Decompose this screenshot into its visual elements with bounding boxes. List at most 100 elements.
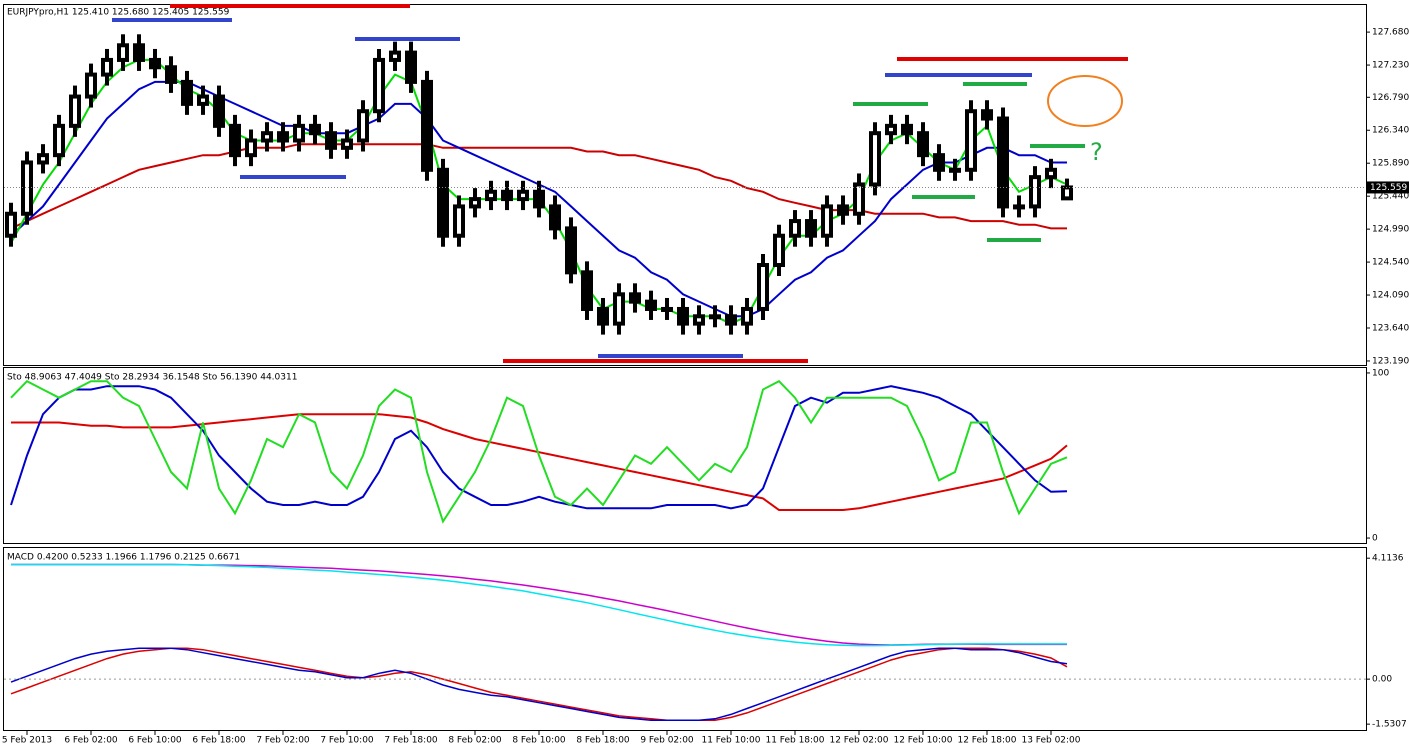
candle-body bbox=[469, 197, 481, 209]
y-tick-label: -1.5307 bbox=[1372, 720, 1407, 730]
candle-body bbox=[517, 189, 529, 202]
candle-body bbox=[645, 299, 657, 311]
x-tick-label: 8 Feb 10:00 bbox=[512, 736, 566, 746]
candle-body bbox=[21, 160, 33, 216]
y-tick-label: 125.440 bbox=[1372, 192, 1409, 202]
x-tick-label: 12 Feb 10:00 bbox=[893, 736, 952, 746]
candle-body bbox=[389, 50, 401, 62]
x-tick-label: 9 Feb 02:00 bbox=[640, 736, 694, 746]
candle-body bbox=[1061, 185, 1073, 201]
candle-body bbox=[741, 306, 753, 326]
indicator-line bbox=[10, 647, 1068, 722]
y-tick-label: 123.640 bbox=[1372, 324, 1409, 334]
candle-body bbox=[949, 167, 961, 173]
indicator-line bbox=[10, 385, 1068, 510]
y-tick-label: 126.340 bbox=[1372, 126, 1409, 136]
pane-title: Sto 48.9063 47.4049 Sto 28.2934 36.1548 … bbox=[7, 373, 297, 383]
candle-body bbox=[917, 131, 929, 158]
last-price-label: 125.559 bbox=[1370, 183, 1407, 193]
candle-body bbox=[133, 43, 145, 62]
y-tick-label: 126.790 bbox=[1372, 93, 1409, 103]
candle-body bbox=[181, 79, 193, 106]
indicator-line bbox=[10, 143, 1067, 230]
candle-body bbox=[5, 211, 17, 238]
annotation: ? bbox=[1090, 138, 1103, 166]
candle-body bbox=[853, 182, 865, 216]
y-tick-label: 124.990 bbox=[1372, 225, 1409, 235]
indicator-line bbox=[11, 413, 1068, 511]
candle-body bbox=[421, 79, 433, 172]
indicator-line bbox=[11, 563, 1067, 647]
x-tick-label: 11 Feb 18:00 bbox=[765, 736, 824, 746]
candle-body bbox=[757, 263, 769, 311]
price-pane bbox=[3, 4, 1367, 366]
candle-body bbox=[821, 204, 833, 238]
x-tick-label: 8 Feb 02:00 bbox=[448, 736, 502, 746]
x-tick-label: 7 Feb 02:00 bbox=[256, 736, 310, 746]
last-price-box bbox=[1367, 181, 1409, 194]
y-tick-label: 0.00 bbox=[1372, 675, 1392, 685]
candle-body bbox=[309, 123, 321, 136]
candle-body bbox=[149, 57, 161, 70]
pane-title: MACD 0.4200 0.5233 1.1966 1.1796 0.2125 … bbox=[7, 553, 240, 563]
user-drawings bbox=[5, 4, 1128, 722]
x-tick-label: 6 Feb 10:00 bbox=[128, 736, 182, 746]
x-tick-label: 11 Feb 10:00 bbox=[701, 736, 760, 746]
y-tick-label: 124.090 bbox=[1372, 291, 1409, 301]
candle-body bbox=[453, 204, 465, 238]
candle-body bbox=[501, 189, 513, 202]
y-tick-label: 125.890 bbox=[1372, 159, 1409, 169]
candle-body bbox=[613, 292, 625, 326]
candle-body bbox=[373, 57, 385, 114]
candle-body bbox=[709, 314, 721, 320]
candle-body bbox=[261, 131, 273, 143]
x-tick-label: 7 Feb 18:00 bbox=[384, 736, 438, 746]
candle-body bbox=[901, 123, 913, 136]
candle-body bbox=[245, 138, 257, 158]
candle-body bbox=[677, 306, 689, 326]
x-tick-label: 13 Feb 02:00 bbox=[1021, 736, 1080, 746]
candle-body bbox=[325, 131, 337, 150]
candle-body bbox=[101, 57, 113, 77]
candle-body bbox=[357, 109, 369, 143]
candle-body bbox=[805, 219, 817, 238]
candle-body bbox=[37, 153, 49, 165]
candle-body bbox=[565, 226, 577, 275]
x-tick-label: 5 Feb 2013 bbox=[2, 736, 52, 746]
candle-body bbox=[597, 306, 609, 326]
candle-body bbox=[85, 72, 97, 99]
candle-body bbox=[197, 94, 209, 106]
candle-body bbox=[773, 233, 785, 268]
candle-body bbox=[1013, 204, 1025, 210]
candle-body bbox=[117, 43, 129, 62]
candle-body bbox=[933, 153, 945, 172]
y-tick-label: 0 bbox=[1372, 534, 1378, 544]
y-tick-label: 127.230 bbox=[1372, 61, 1409, 71]
x-tick-label: 6 Feb 18:00 bbox=[192, 736, 246, 746]
x-tick-label: 12 Feb 02:00 bbox=[829, 736, 888, 746]
y-tick-label: 123.190 bbox=[1372, 356, 1409, 366]
candle-body bbox=[869, 131, 881, 187]
highlight-ellipse bbox=[1047, 75, 1123, 127]
candle-body bbox=[405, 50, 417, 84]
candle-body bbox=[69, 94, 81, 128]
candle-body bbox=[581, 270, 593, 311]
candle-body bbox=[629, 292, 641, 304]
candle-body bbox=[837, 204, 849, 216]
candle-body bbox=[437, 167, 449, 238]
y-tick-label: 124.540 bbox=[1372, 258, 1409, 268]
indicator-line bbox=[10, 647, 1068, 722]
candle-body bbox=[1045, 167, 1057, 180]
candle-body bbox=[661, 306, 673, 312]
candle-body bbox=[165, 65, 177, 84]
macd-pane bbox=[3, 547, 1367, 731]
candle-body bbox=[213, 94, 225, 128]
x-tick-label: 12 Feb 18:00 bbox=[957, 736, 1016, 746]
candle-body bbox=[293, 123, 305, 143]
candle-body bbox=[789, 219, 801, 238]
candle-body bbox=[981, 109, 993, 121]
candle-body bbox=[725, 314, 737, 326]
y-tick-label: 4.1136 bbox=[1372, 554, 1404, 564]
candle-body bbox=[1029, 175, 1041, 209]
